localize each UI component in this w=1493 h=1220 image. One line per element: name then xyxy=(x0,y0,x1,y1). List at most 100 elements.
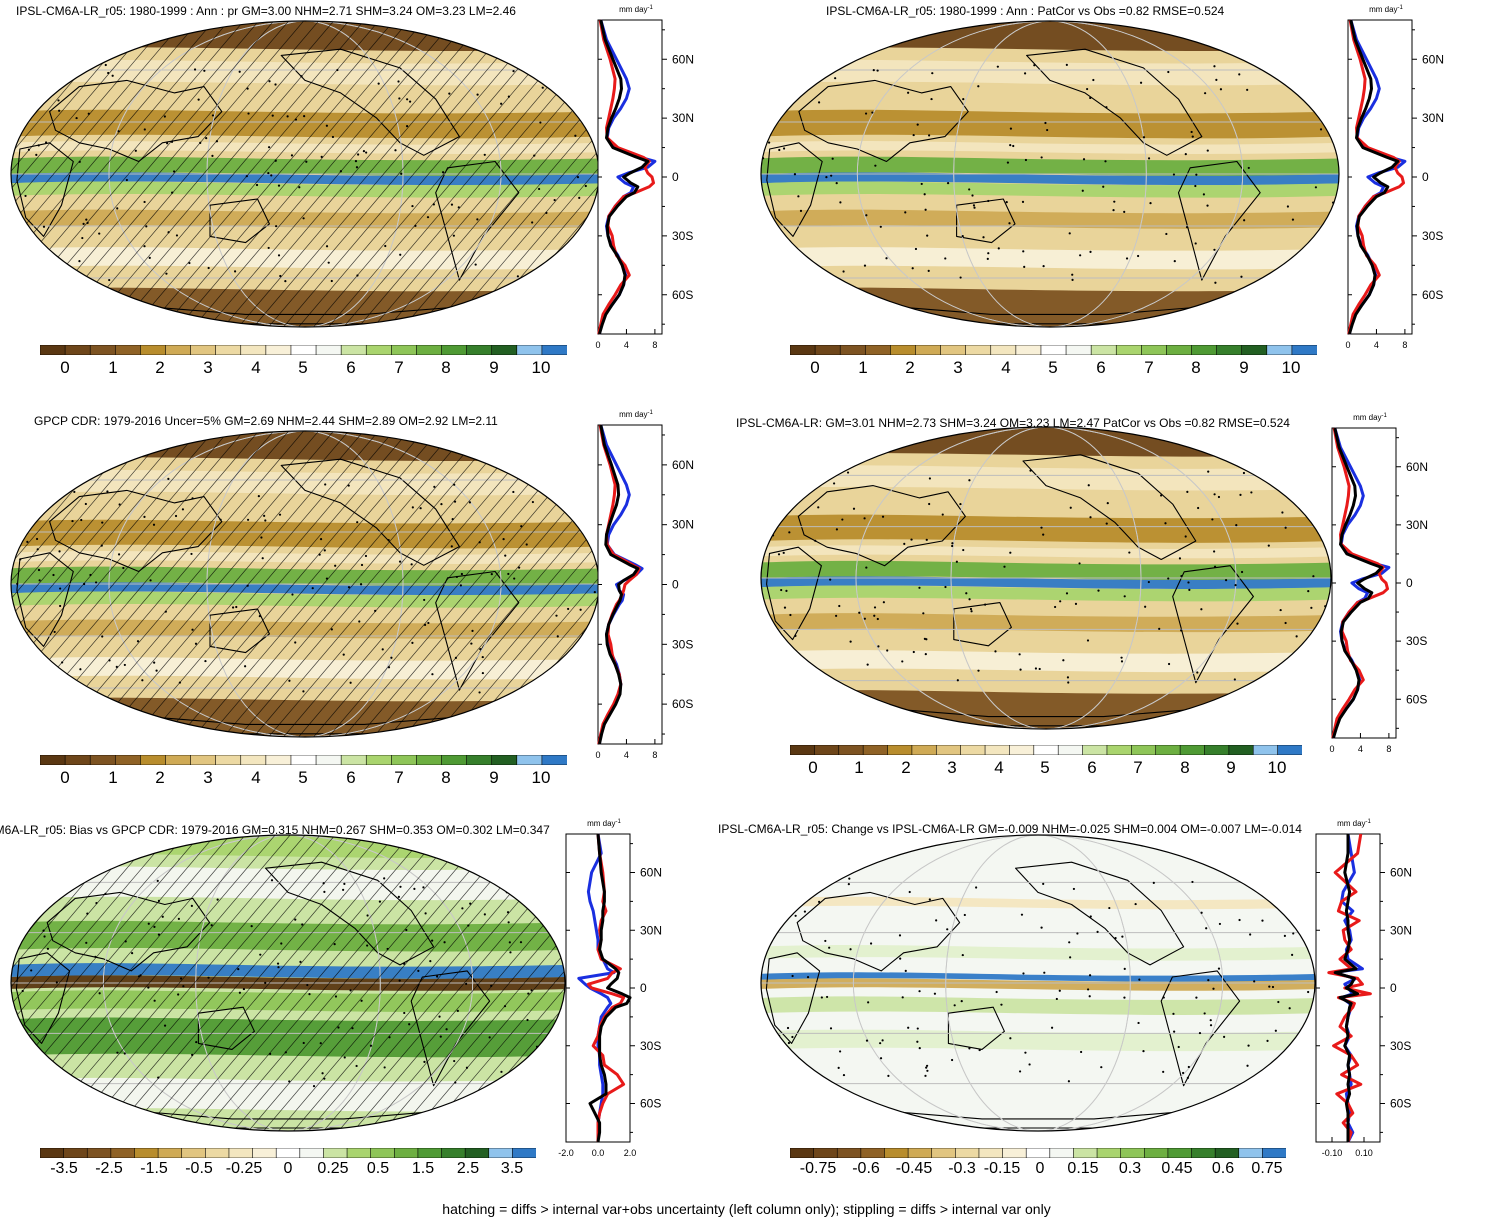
x-tick-label: 8 xyxy=(652,340,657,350)
hatch-line xyxy=(11,21,232,327)
stipple-dot xyxy=(80,518,83,522)
stipple-dot xyxy=(1040,156,1043,159)
stipple-dot xyxy=(959,276,962,279)
stipple-dot xyxy=(794,914,797,917)
colorbar-swatch xyxy=(205,1147,230,1159)
cb-label: 6 xyxy=(346,768,356,787)
stipple-dot xyxy=(148,256,151,259)
stipple-dot xyxy=(1123,967,1126,971)
stipple-dot xyxy=(1267,544,1270,547)
map-change xyxy=(760,834,1316,1132)
stipple-dot xyxy=(1104,160,1107,163)
cb-label: 0.75 xyxy=(1251,1160,1283,1177)
stipple-dot xyxy=(1079,254,1082,257)
stipple-dot xyxy=(881,515,885,518)
coastline xyxy=(1172,565,1254,684)
stipple-dot xyxy=(994,650,997,653)
cb-label: 8 xyxy=(1180,758,1190,777)
stipple-dot xyxy=(355,1064,358,1068)
coastline xyxy=(49,79,223,163)
map-model-mean xyxy=(10,20,600,328)
colorbar-swatch xyxy=(1191,1147,1216,1159)
stipple-dot xyxy=(483,153,486,156)
stipple-dot xyxy=(920,182,923,186)
stipple-dot xyxy=(410,563,413,566)
stipple-dot xyxy=(1246,88,1249,91)
colorbar-ensemble-mean xyxy=(789,742,1303,756)
y-tick-label: 0 xyxy=(640,981,647,995)
y-tick-label: 60S xyxy=(1390,1097,1411,1111)
stipple-dot xyxy=(82,222,85,226)
stipple-dot xyxy=(871,111,874,114)
stipple-dot xyxy=(842,270,845,273)
stipple-dot xyxy=(327,261,330,264)
stipple-dot xyxy=(471,629,474,632)
stipple-dot xyxy=(279,274,282,278)
x-tick-label: 0 xyxy=(1329,744,1334,754)
stipple-dot xyxy=(26,540,29,543)
stipple-dot xyxy=(927,269,930,273)
colorbar-swatch xyxy=(935,744,962,756)
y-tick-label: 30N xyxy=(1406,518,1428,532)
stipple-dot xyxy=(448,92,451,95)
stipple-dot xyxy=(820,268,823,272)
hatch-line xyxy=(185,835,443,1131)
coastline xyxy=(265,861,435,966)
stipple-dot xyxy=(786,1026,790,1030)
stipple-dot xyxy=(413,887,416,890)
stipple-dot xyxy=(483,913,486,916)
stipple-dot xyxy=(195,1040,198,1044)
stipple-dot xyxy=(1167,577,1170,580)
stipple-dot xyxy=(440,503,443,506)
precip-band xyxy=(761,1029,1315,1052)
stipple-dot xyxy=(28,885,31,889)
stipple-dot xyxy=(461,907,464,910)
stipple-dot xyxy=(452,234,455,237)
map-border xyxy=(760,20,1340,328)
stipple-dot xyxy=(231,606,235,609)
stipple-dot xyxy=(233,270,237,273)
panel-title-obs-mean: GPCP CDR: 1979-2016 Uncer=5% GM=2.69 NHM… xyxy=(34,414,498,428)
hatch-line xyxy=(200,835,458,1131)
stipple-dot xyxy=(872,69,875,72)
stipple-dot xyxy=(24,194,27,198)
stipple-dot xyxy=(817,101,821,104)
stipple-dot xyxy=(323,549,326,552)
colorbar-swatch xyxy=(814,744,840,756)
stipple-dot xyxy=(1086,87,1089,91)
stipple-dot xyxy=(830,174,833,177)
cb-label: 2.5 xyxy=(456,1160,480,1177)
stipple-dot xyxy=(1022,972,1025,975)
stipple-dot xyxy=(101,521,104,524)
colorbar-swatch xyxy=(466,344,493,356)
hatch-line xyxy=(160,431,427,737)
stipple-dot xyxy=(1162,1070,1165,1073)
stipple-dot xyxy=(101,635,104,638)
stipple-dot xyxy=(1195,173,1198,176)
hatch-line xyxy=(11,835,203,1131)
figure-footnote: hatching = diffs > internal var+obs unce… xyxy=(442,1201,1051,1217)
hatch-line xyxy=(11,835,188,1131)
cb-label: 6 xyxy=(1096,358,1106,377)
stipple-dot xyxy=(264,519,267,522)
stipple-dot xyxy=(1194,184,1197,188)
colorbar-swatch xyxy=(240,754,267,766)
hatch-line xyxy=(205,21,472,327)
stipple-dot xyxy=(1029,469,1032,472)
stipple-dot xyxy=(417,969,420,972)
stipple-dot xyxy=(143,245,146,248)
stipple-dot xyxy=(1066,676,1070,679)
stipple-dot xyxy=(502,538,505,541)
stipple-dot xyxy=(108,278,111,282)
cb-label: 0.3 xyxy=(1118,1160,1142,1177)
stipple-dot xyxy=(776,1039,779,1042)
stipple-dot xyxy=(257,495,260,498)
stipple-dot xyxy=(95,901,98,905)
stipple-dot xyxy=(1235,524,1238,527)
stippling xyxy=(11,477,596,694)
stipple-dot xyxy=(191,1053,194,1056)
precip-band xyxy=(11,287,599,327)
colorbar-swatch xyxy=(1096,1147,1122,1159)
stipple-dot xyxy=(1239,493,1242,496)
stipple-dot xyxy=(172,170,176,173)
